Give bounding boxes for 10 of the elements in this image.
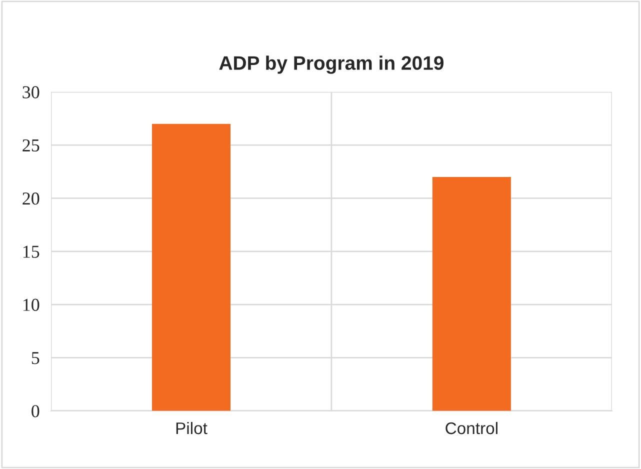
y-tick-label: 25 — [22, 139, 40, 152]
y-tick-label: 15 — [23, 246, 40, 258]
chart-title: ADP by Program in 2019 — [219, 56, 444, 74]
y-tick-label: 5 — [32, 352, 40, 364]
x-tick-label: Pilot — [176, 422, 208, 434]
y-tick-label: 10 — [23, 298, 40, 311]
x-tick-label: Control — [446, 422, 498, 434]
y-tick-label: 30 — [22, 86, 40, 98]
y-tick-label: 20 — [22, 192, 40, 205]
y-tick-label: 0 — [32, 405, 40, 418]
